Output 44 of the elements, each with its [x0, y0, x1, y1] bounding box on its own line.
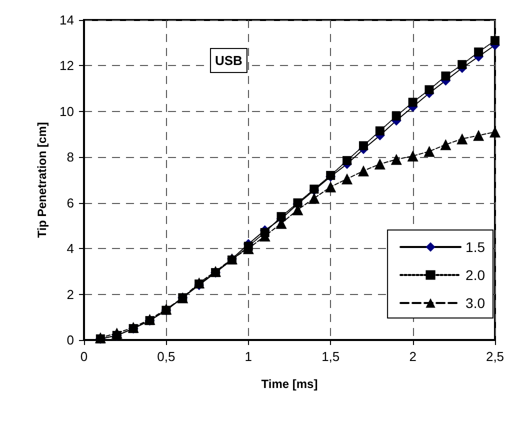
x-tick-label: 0,5: [157, 349, 176, 364]
y-axis-title: Tip Penetration [cm]: [35, 122, 49, 238]
point: [456, 133, 468, 144]
point: [194, 277, 205, 288]
y-tick-label: 8: [66, 150, 74, 165]
point: [342, 156, 352, 166]
annotation: USB: [215, 53, 242, 68]
legend-label: 3.0: [466, 295, 486, 311]
point: [342, 173, 353, 184]
legend-label: 1.5: [466, 239, 486, 255]
point: [392, 112, 401, 120]
point: [358, 165, 369, 176]
point: [441, 72, 450, 80]
x-tick-label: 1: [244, 349, 252, 364]
point: [111, 328, 122, 339]
point: [407, 150, 418, 162]
point: [276, 212, 286, 222]
y-tick-label: 14: [60, 12, 74, 28]
y-tick-label: 4: [66, 241, 74, 256]
x-tick-label: 1,5: [322, 349, 340, 364]
point: [474, 48, 484, 56]
y-tick-label: 6: [66, 195, 74, 210]
point: [473, 130, 484, 141]
y-tick-label: 0: [66, 332, 74, 348]
x-axis-title: Time [ms]: [261, 377, 318, 391]
point: [358, 141, 368, 150]
x-tick-label: 2: [409, 349, 416, 364]
x-tick-label: 2,5: [486, 349, 504, 364]
y-tick-label: 12: [60, 58, 74, 74]
point: [440, 139, 452, 150]
y-tick-label: 10: [60, 104, 74, 119]
x-tick-label: 0: [80, 349, 88, 364]
point: [408, 98, 418, 107]
point: [424, 146, 435, 157]
point: [490, 36, 500, 46]
legend-label: 2.0: [466, 267, 486, 283]
point: [375, 126, 384, 136]
y-tick-label: 2: [66, 286, 74, 302]
point: [390, 154, 402, 165]
point: [308, 192, 320, 204]
point: [374, 158, 386, 170]
point: [424, 85, 434, 94]
point: [458, 60, 467, 70]
point: [325, 181, 336, 192]
